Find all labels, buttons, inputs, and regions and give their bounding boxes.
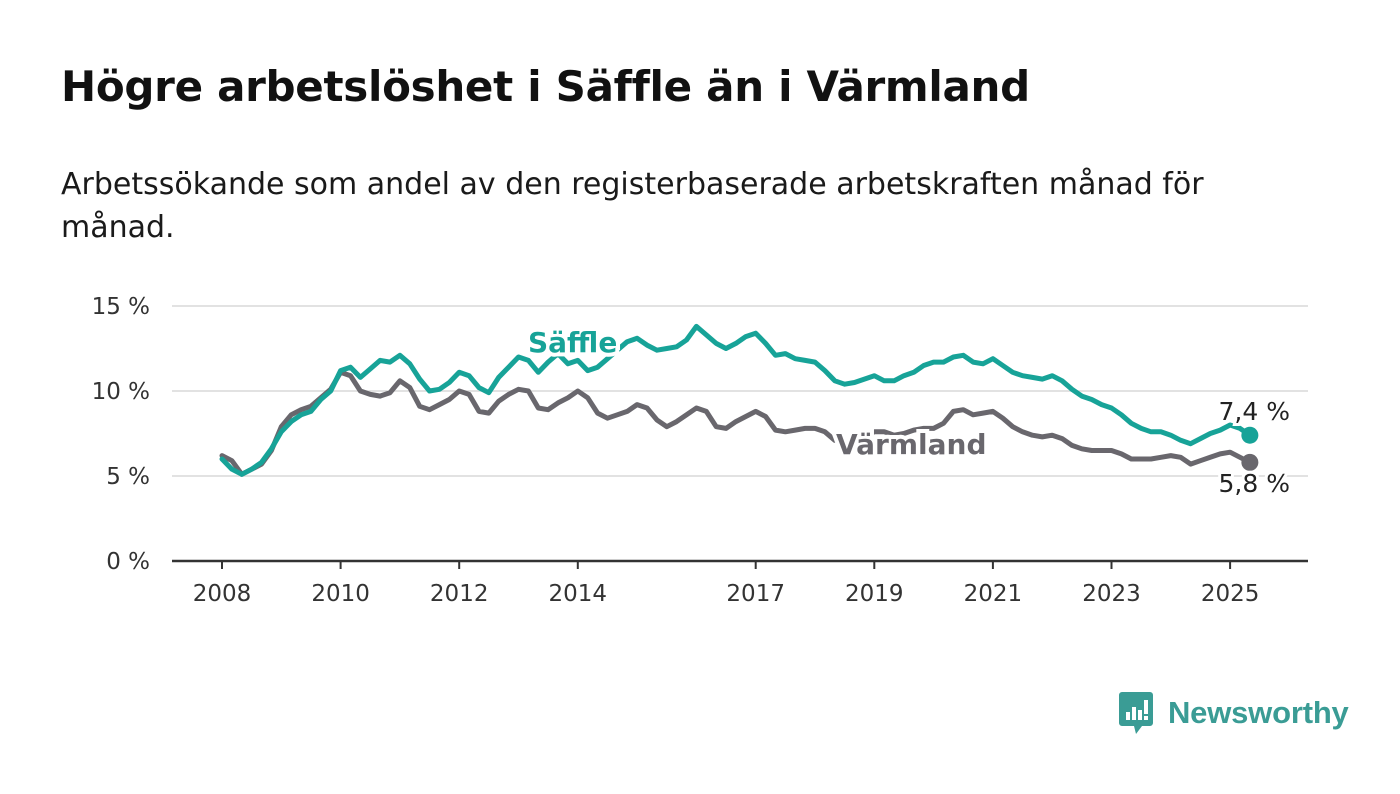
newsworthy-logo: Newsworthy	[1118, 690, 1349, 736]
y-tick-label: 5 %	[106, 464, 150, 490]
x-tick-label: 2019	[845, 581, 904, 607]
x-axis-ticks: 2008 2010 2012 2014 2017 2019 2021 2023 2025	[193, 561, 1260, 607]
chart-title: Högre arbetslöshet i Säffle än i Värmlan…	[61, 62, 1030, 111]
series-name-label: Säffle	[528, 326, 617, 359]
series-line-säffle	[219, 323, 1253, 477]
x-tick-label: 2014	[549, 581, 608, 607]
series-end-label: 7,4 %	[1219, 397, 1290, 426]
series-line-värmland	[219, 369, 1253, 477]
series-end-label: 5,8 %	[1219, 469, 1290, 498]
chart-bubble-icon	[1119, 692, 1153, 734]
series-end-marker	[1241, 426, 1259, 444]
gridlines	[172, 305, 1308, 477]
series-lines	[219, 323, 1259, 477]
x-tick-label: 2017	[726, 581, 785, 607]
x-tick-label: 2023	[1082, 581, 1141, 607]
x-tick-label: 2010	[311, 581, 370, 607]
x-tick-label: 2012	[430, 581, 489, 607]
series-labels: Säffle Värmland 7,4 % 5,8 %	[524, 322, 1293, 501]
x-tick-label: 2025	[1201, 581, 1260, 607]
series-name-label: Värmland	[836, 428, 987, 461]
brand-name: Newsworthy	[1168, 695, 1349, 730]
x-tick-label: 2021	[964, 581, 1023, 607]
y-axis-ticks: 0 % 5 % 10 % 15 %	[92, 294, 150, 575]
x-tick-label: 2008	[193, 581, 252, 607]
y-tick-label: 15 %	[92, 294, 150, 320]
chart-subtitle: Arbetssökande som andel av den registerb…	[61, 167, 1204, 245]
y-tick-label: 0 %	[106, 549, 150, 575]
series-end-marker	[1241, 453, 1259, 471]
y-tick-label: 10 %	[92, 379, 150, 405]
